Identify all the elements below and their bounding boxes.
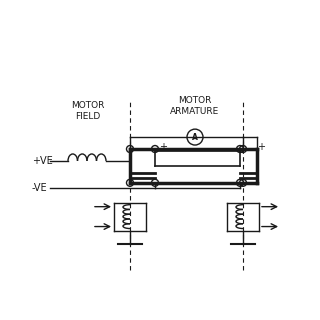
Text: MOTOR
ARMATURE: MOTOR ARMATURE (170, 96, 220, 116)
Text: MOTOR
FIELD: MOTOR FIELD (71, 101, 105, 121)
Text: Connection Diagram: Connection Diagram (65, 16, 255, 34)
Text: A: A (192, 132, 198, 141)
Text: +VE: +VE (32, 156, 53, 166)
Text: +: + (159, 142, 167, 152)
Text: -VE: -VE (32, 183, 48, 193)
Text: +: + (257, 142, 265, 152)
